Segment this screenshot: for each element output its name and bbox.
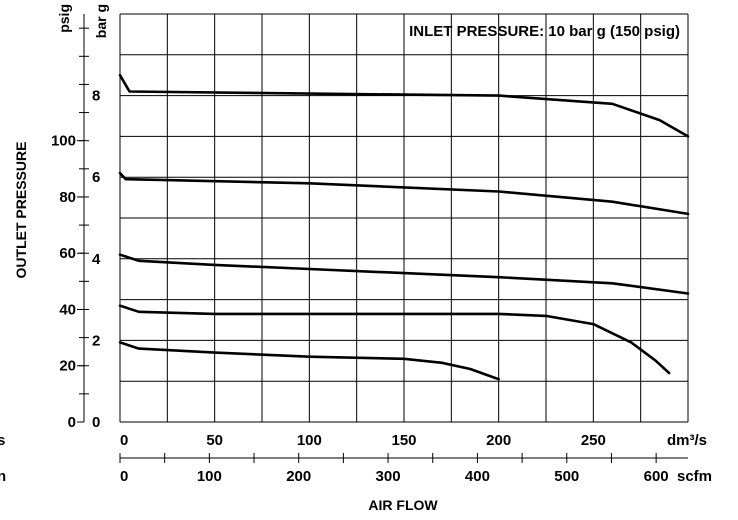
x-tick-label-scfm: 300 bbox=[376, 468, 401, 485]
y-unit-psig: psig bbox=[56, 4, 72, 33]
pressure-curve bbox=[118, 171, 690, 216]
pressure-curve bbox=[118, 73, 690, 138]
x-tick-label-dm3s: 250 bbox=[581, 432, 606, 449]
x-tick-label-scfm: 400 bbox=[465, 468, 490, 485]
y-tick-label-bar: 4 bbox=[92, 251, 101, 268]
x-tick-label-scfm: 0 bbox=[120, 468, 128, 485]
x-tick-label-scfm: 200 bbox=[286, 468, 311, 485]
y-tick-label-psig: 20 bbox=[59, 358, 76, 375]
left-edge-label-top: s bbox=[0, 432, 5, 449]
curves bbox=[118, 73, 690, 381]
y-tick-label-psig: 80 bbox=[59, 189, 76, 206]
x-tick-label-dm3s: 50 bbox=[206, 432, 223, 449]
x-tick-label-dm3s: 100 bbox=[297, 432, 322, 449]
y-ticks-bar: 0 2 4 6 8 bbox=[92, 88, 101, 431]
x-tick-label-scfm: 600 bbox=[644, 468, 669, 485]
y-tick-label-psig: 0 bbox=[68, 414, 76, 431]
y-tick-label-psig: 40 bbox=[59, 301, 76, 318]
x-tick-label-dm3s: 150 bbox=[391, 432, 416, 449]
x-unit-scfm: scfm bbox=[677, 468, 712, 485]
y-unit-bar: bar g bbox=[93, 4, 109, 38]
x-tick-label-scfm: 100 bbox=[197, 468, 222, 485]
y-tick-label-psig: 100 bbox=[51, 133, 76, 150]
left-edge-label-bottom: n bbox=[0, 468, 6, 485]
x-tick-label-dm3s: 200 bbox=[486, 432, 511, 449]
y-tick-label-bar: 6 bbox=[92, 169, 100, 186]
pressure-curve bbox=[118, 253, 690, 295]
y-tick-label-psig: 60 bbox=[59, 245, 76, 262]
inlet-pressure-annotation: INLET PRESSURE: 10 bar g (150 psig) bbox=[409, 23, 680, 40]
pressure-curve bbox=[118, 304, 671, 375]
y-tick-label-bar: 2 bbox=[92, 332, 100, 349]
x-unit-dm3s: dm³/s bbox=[667, 432, 707, 449]
y-tick-label-bar: 8 bbox=[92, 88, 100, 105]
x-tick-label-dm3s: 0 bbox=[120, 432, 128, 449]
x-axis-title: AIR FLOW bbox=[368, 497, 438, 513]
x-tick-label-scfm: 500 bbox=[554, 468, 579, 485]
pressure-curve bbox=[118, 341, 500, 381]
y-axis-title: OUTLET PRESSURE bbox=[13, 142, 29, 279]
x-axes: 0 50 100 150 200 250 0 100 200 300 400 500 600 bbox=[119, 432, 688, 485]
y-ticks-psig: 0 20 40 60 80 100 bbox=[51, 14, 89, 431]
grid bbox=[119, 13, 689, 423]
y-tick-label-bar: 0 bbox=[92, 414, 100, 431]
